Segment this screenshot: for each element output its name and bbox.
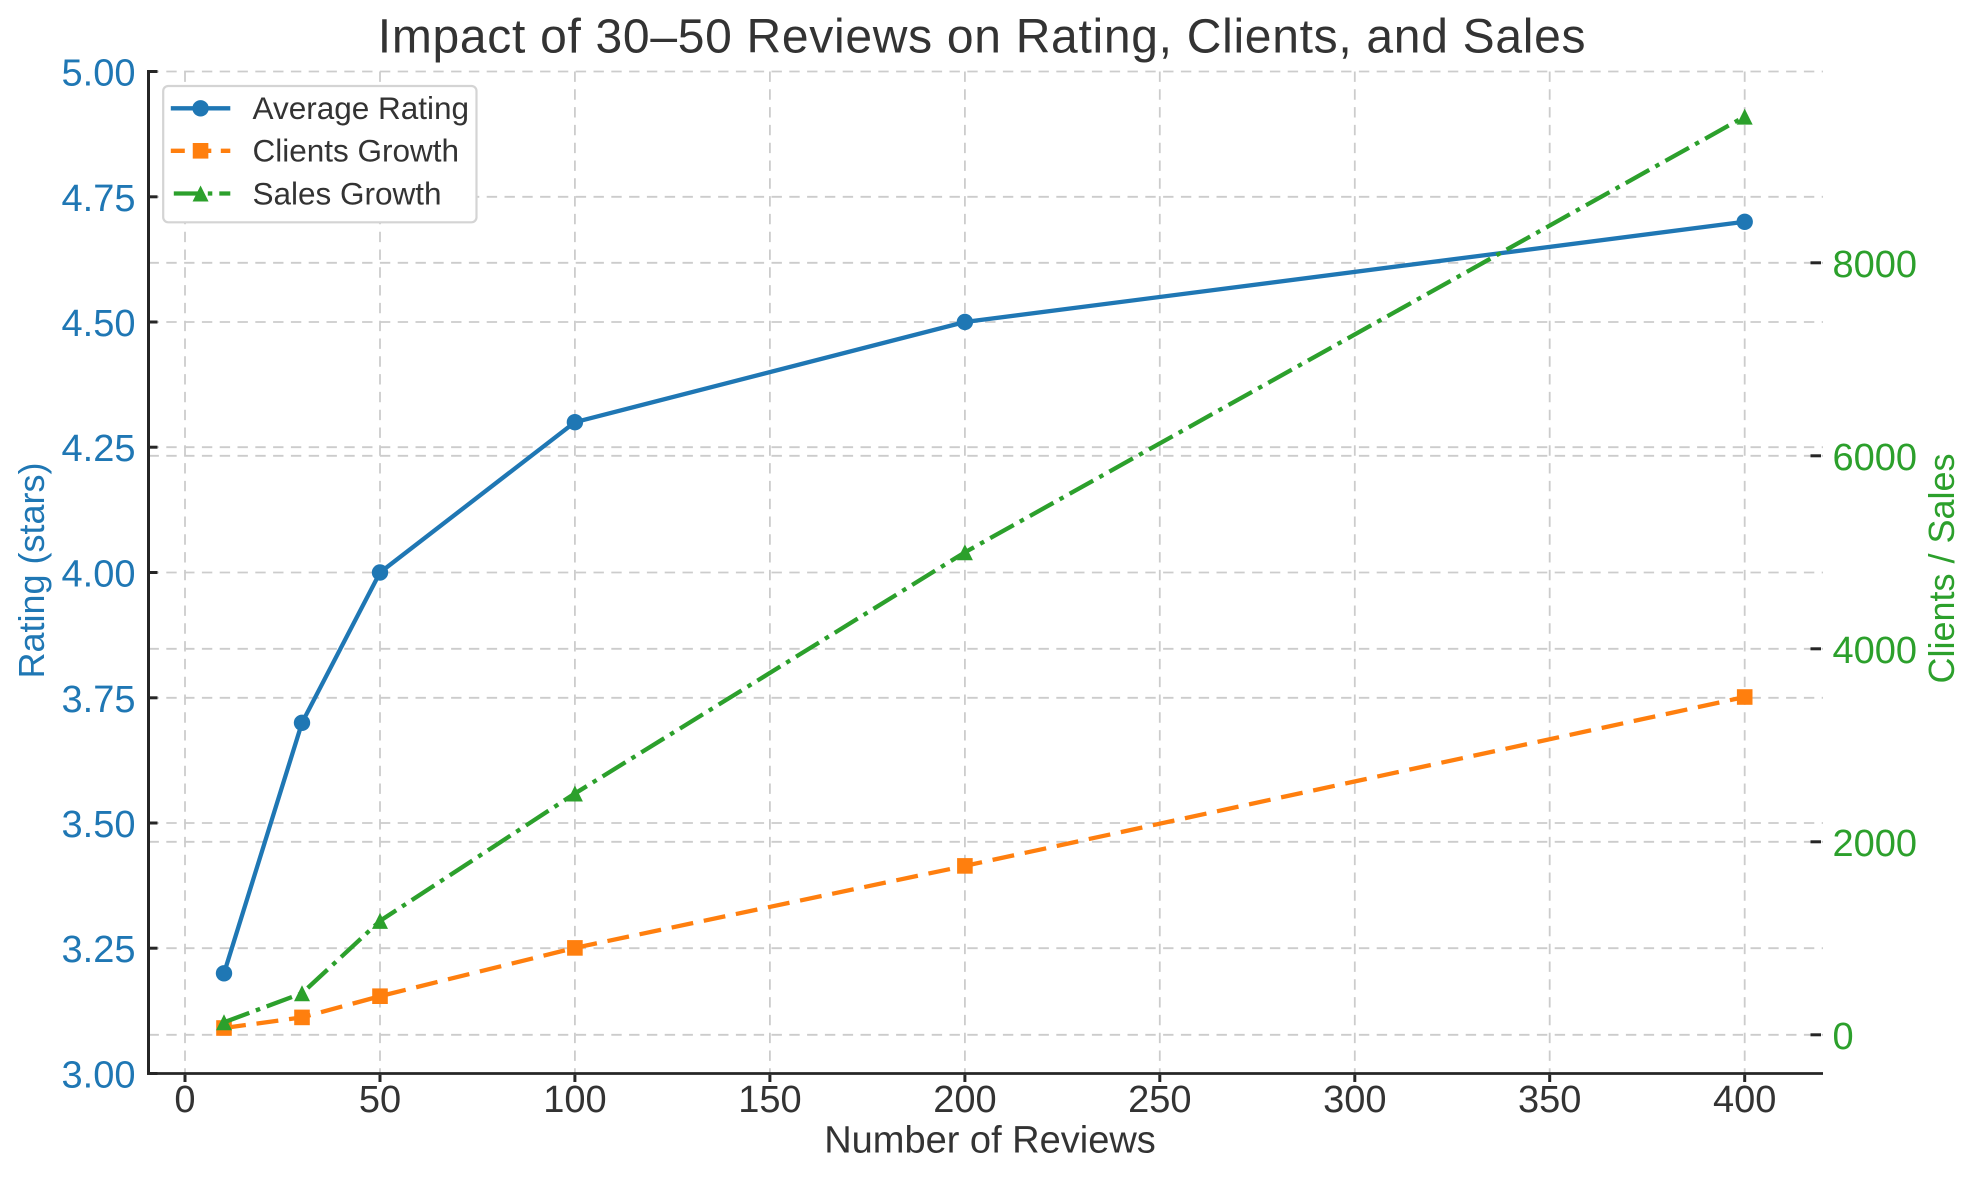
svg-text:0: 0 [1833, 1016, 1854, 1058]
svg-text:Sales Growth: Sales Growth [253, 176, 442, 212]
svg-text:4.00: 4.00 [62, 554, 136, 596]
svg-text:0: 0 [174, 1079, 195, 1121]
svg-text:Average Rating: Average Rating [253, 90, 470, 126]
svg-text:Rating (stars): Rating (stars) [11, 462, 52, 678]
svg-text:Impact of 30–50 Reviews on Rat: Impact of 30–50 Reviews on Rating, Clien… [378, 11, 1586, 64]
svg-text:3.25: 3.25 [62, 929, 136, 971]
svg-text:3.50: 3.50 [62, 804, 136, 846]
svg-text:Number of Reviews: Number of Reviews [824, 1120, 1156, 1162]
svg-text:4.25: 4.25 [62, 428, 136, 470]
svg-text:5.00: 5.00 [62, 53, 136, 95]
svg-text:250: 250 [1128, 1079, 1191, 1121]
svg-text:200: 200 [933, 1079, 996, 1121]
svg-text:150: 150 [738, 1079, 801, 1121]
svg-text:8000: 8000 [1833, 244, 1918, 286]
svg-text:3.75: 3.75 [62, 679, 136, 721]
svg-text:100: 100 [543, 1079, 606, 1121]
svg-text:Clients / Sales: Clients / Sales [1921, 453, 1962, 683]
svg-text:6000: 6000 [1833, 437, 1918, 479]
svg-text:3.00: 3.00 [62, 1055, 136, 1097]
svg-text:300: 300 [1323, 1079, 1386, 1121]
svg-text:4.75: 4.75 [62, 178, 136, 220]
svg-text:4000: 4000 [1833, 630, 1918, 672]
svg-text:50: 50 [359, 1079, 401, 1121]
svg-text:4.50: 4.50 [62, 303, 136, 345]
svg-text:Clients Growth: Clients Growth [253, 133, 460, 169]
svg-text:400: 400 [1713, 1079, 1776, 1121]
svg-text:2000: 2000 [1833, 823, 1918, 865]
svg-text:350: 350 [1518, 1079, 1581, 1121]
